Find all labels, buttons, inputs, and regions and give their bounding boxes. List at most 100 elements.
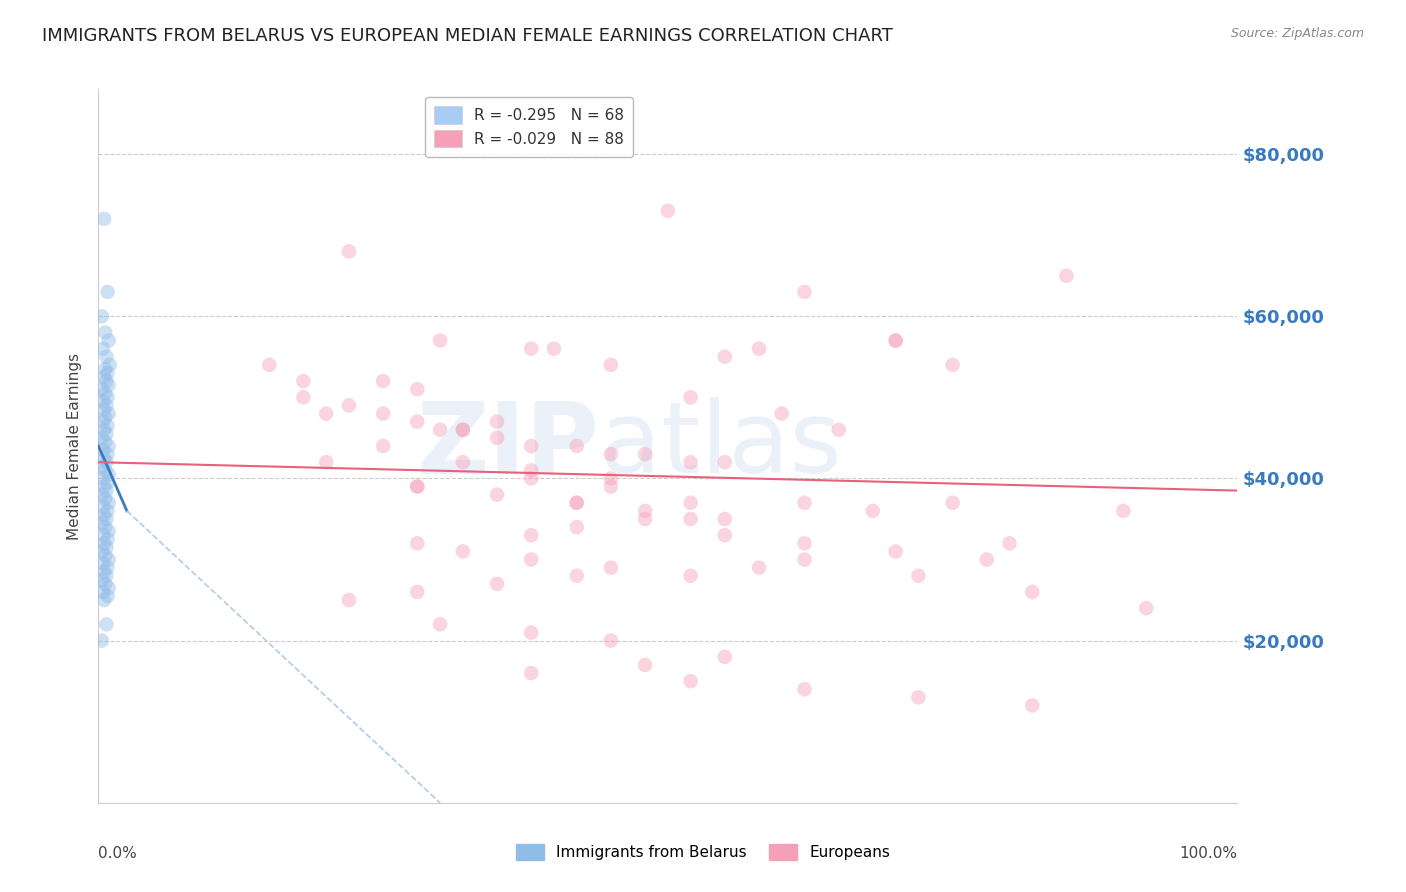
- Point: [96, 350, 118, 364]
- Point: [770, 407, 793, 421]
- Point: [259, 358, 281, 372]
- Point: [91, 394, 114, 409]
- Point: [520, 342, 543, 356]
- Point: [96, 504, 118, 518]
- Text: Source: ZipAtlas.com: Source: ZipAtlas.com: [1230, 27, 1364, 40]
- Point: [96, 541, 118, 555]
- Point: [96, 418, 118, 433]
- Point: [96, 512, 118, 526]
- Point: [94, 491, 117, 506]
- Legend: R = -0.295   N = 68, R = -0.029   N = 88: R = -0.295 N = 68, R = -0.029 N = 88: [425, 97, 633, 157]
- Point: [600, 358, 623, 372]
- Point: [91, 443, 114, 458]
- Point: [793, 552, 815, 566]
- Point: [1021, 585, 1043, 599]
- Point: [91, 500, 114, 514]
- Point: [1021, 698, 1043, 713]
- Point: [371, 374, 394, 388]
- Point: [543, 342, 565, 356]
- Point: [98, 358, 121, 372]
- Point: [748, 560, 770, 574]
- Point: [486, 488, 509, 502]
- Point: [884, 334, 907, 348]
- Point: [94, 549, 117, 563]
- Point: [96, 455, 118, 469]
- Point: [907, 568, 929, 582]
- Point: [406, 479, 429, 493]
- Point: [451, 423, 474, 437]
- Point: [96, 366, 118, 380]
- Text: atlas: atlas: [599, 398, 841, 494]
- Legend: Immigrants from Belarus, Europeans: Immigrants from Belarus, Europeans: [510, 838, 896, 866]
- Point: [93, 536, 115, 550]
- Point: [634, 504, 657, 518]
- Point: [337, 244, 360, 259]
- Point: [94, 520, 117, 534]
- Point: [793, 496, 815, 510]
- Point: [793, 682, 815, 697]
- Point: [97, 552, 120, 566]
- Point: [90, 544, 112, 558]
- Point: [520, 625, 543, 640]
- Point: [96, 483, 118, 498]
- Point: [406, 415, 429, 429]
- Point: [486, 431, 509, 445]
- Point: [97, 334, 120, 348]
- Point: [90, 516, 112, 530]
- Point: [429, 334, 451, 348]
- Point: [96, 399, 118, 413]
- Point: [679, 512, 702, 526]
- Point: [884, 334, 907, 348]
- Point: [634, 512, 657, 526]
- Point: [93, 508, 115, 522]
- Point: [93, 211, 115, 226]
- Point: [90, 310, 112, 324]
- Point: [1135, 601, 1157, 615]
- Point: [634, 447, 657, 461]
- Point: [96, 475, 118, 490]
- Point: [600, 447, 623, 461]
- Point: [828, 423, 851, 437]
- Point: [520, 471, 543, 485]
- Point: [97, 581, 120, 595]
- Point: [942, 496, 965, 510]
- Point: [565, 496, 588, 510]
- Point: [565, 496, 588, 510]
- Point: [793, 285, 815, 299]
- Point: [93, 479, 115, 493]
- Point: [714, 350, 737, 364]
- Point: [96, 285, 118, 299]
- Point: [91, 471, 114, 485]
- Point: [406, 585, 429, 599]
- Point: [93, 423, 115, 437]
- Point: [292, 374, 315, 388]
- Point: [679, 390, 702, 404]
- Point: [1054, 268, 1078, 283]
- Point: [93, 451, 115, 466]
- Point: [657, 203, 679, 218]
- Point: [90, 431, 112, 445]
- Point: [96, 447, 118, 461]
- Point: [600, 560, 623, 574]
- Point: [94, 463, 117, 477]
- Point: [679, 455, 702, 469]
- Point: [97, 378, 120, 392]
- Point: [634, 657, 657, 672]
- Point: [679, 568, 702, 582]
- Point: [486, 577, 509, 591]
- Point: [90, 633, 112, 648]
- Point: [96, 533, 118, 547]
- Point: [793, 536, 815, 550]
- Point: [884, 544, 907, 558]
- Point: [90, 488, 112, 502]
- Text: 0.0%: 0.0%: [98, 846, 138, 861]
- Point: [520, 463, 543, 477]
- Point: [97, 467, 120, 482]
- Point: [315, 455, 337, 469]
- Point: [565, 520, 588, 534]
- Point: [90, 382, 112, 396]
- Text: IMMIGRANTS FROM BELARUS VS EUROPEAN MEDIAN FEMALE EARNINGS CORRELATION CHART: IMMIGRANTS FROM BELARUS VS EUROPEAN MEDI…: [42, 27, 893, 45]
- Point: [96, 568, 118, 582]
- Point: [93, 402, 115, 417]
- Point: [91, 557, 114, 571]
